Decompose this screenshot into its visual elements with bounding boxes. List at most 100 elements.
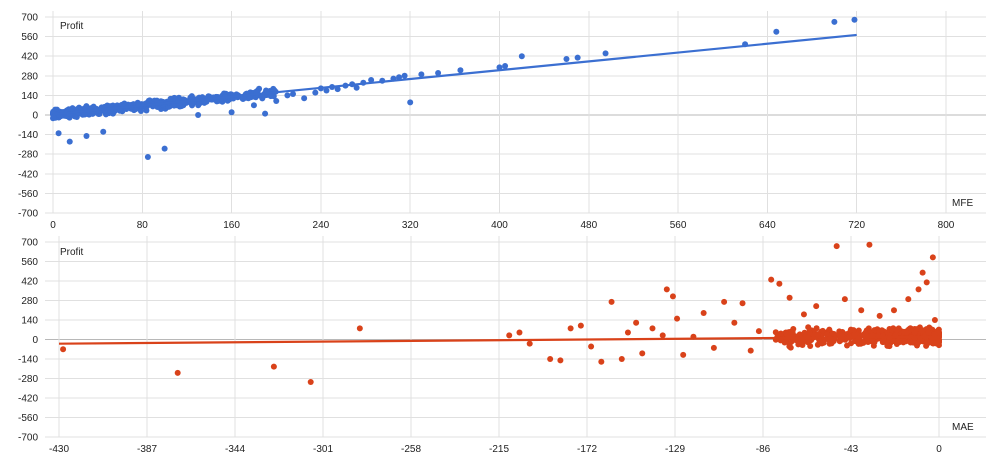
data-point xyxy=(639,350,646,357)
y-tick-label: -700 xyxy=(18,433,38,444)
mae-ylabel: Profit xyxy=(60,247,84,258)
data-point xyxy=(831,331,838,338)
data-point xyxy=(228,109,235,116)
data-point xyxy=(66,138,73,145)
data-point xyxy=(245,95,252,102)
data-point xyxy=(83,133,90,139)
mae-xlabel: MAE xyxy=(952,422,974,433)
x-tick-label: 640 xyxy=(759,220,776,231)
data-point xyxy=(721,298,728,305)
data-point xyxy=(773,28,780,35)
y-tick-label: 420 xyxy=(21,52,38,63)
y-tick-label: 560 xyxy=(21,32,38,43)
mae-scatter-chart: 7005604202801400-140-280-420-560-700-430… xyxy=(18,236,986,455)
data-point xyxy=(50,114,57,121)
x-tick-label: 800 xyxy=(938,220,955,231)
data-point xyxy=(768,276,775,283)
data-point xyxy=(755,328,762,335)
data-point xyxy=(263,87,270,94)
data-point xyxy=(818,340,825,347)
x-tick-label: 400 xyxy=(491,220,508,231)
mfe-ylabel: Profit xyxy=(60,21,84,32)
data-point xyxy=(353,84,360,91)
data-point xyxy=(588,343,595,350)
data-point xyxy=(826,340,833,347)
data-point xyxy=(143,107,150,114)
data-point xyxy=(502,63,509,69)
y-tick-label: -420 xyxy=(18,169,38,180)
data-point xyxy=(913,326,920,333)
x-tick-label: -215 xyxy=(489,444,509,455)
x-tick-label: 0 xyxy=(50,220,56,231)
data-point xyxy=(916,336,923,343)
data-point xyxy=(137,108,144,115)
data-point xyxy=(258,94,265,101)
x-tick-label: 560 xyxy=(670,220,687,231)
data-point xyxy=(905,296,912,303)
data-point xyxy=(680,351,687,358)
data-point xyxy=(457,67,464,74)
data-point xyxy=(855,337,862,344)
data-point xyxy=(496,64,503,71)
data-point xyxy=(171,102,178,109)
y-tick-label: -280 xyxy=(18,150,38,161)
x-tick-label: -258 xyxy=(401,444,421,455)
data-point xyxy=(312,89,319,96)
mfe-xlabel: MFE xyxy=(952,198,973,209)
y-tick-label: -560 xyxy=(18,189,38,200)
data-point xyxy=(844,342,851,349)
data-point xyxy=(563,56,570,62)
data-point xyxy=(547,356,554,362)
y-tick-label: 0 xyxy=(32,335,38,346)
y-tick-label: 700 xyxy=(21,238,38,249)
y-tick-label: 140 xyxy=(21,91,38,102)
data-point xyxy=(823,331,830,338)
data-point xyxy=(923,279,930,286)
data-point xyxy=(739,300,746,307)
y-tick-label: 280 xyxy=(21,71,38,82)
y-tick-label: -420 xyxy=(18,394,38,405)
data-point xyxy=(858,307,865,314)
data-point xyxy=(262,110,269,117)
x-tick-label: -301 xyxy=(313,444,333,455)
data-point xyxy=(284,92,291,99)
data-point xyxy=(368,77,375,83)
data-point xyxy=(884,342,891,349)
data-point xyxy=(710,344,717,351)
data-point xyxy=(807,343,814,350)
data-point xyxy=(787,344,794,351)
data-point xyxy=(323,87,330,94)
x-tick-label: 160 xyxy=(223,220,240,231)
data-point xyxy=(674,315,681,322)
data-point xyxy=(831,18,838,25)
data-point xyxy=(289,91,296,97)
data-point xyxy=(876,312,883,319)
x-tick-label: 480 xyxy=(580,220,597,231)
data-point xyxy=(516,329,523,336)
trendline xyxy=(52,33,857,116)
data-point xyxy=(800,311,807,318)
data-point xyxy=(860,339,867,346)
x-tick-label: -387 xyxy=(137,444,157,455)
data-point xyxy=(805,337,812,344)
data-point xyxy=(700,310,707,317)
x-tick-label: -430 xyxy=(49,444,69,455)
data-point xyxy=(901,338,908,345)
data-point xyxy=(144,154,151,160)
y-tick-label: 560 xyxy=(21,257,38,268)
x-tick-label: 80 xyxy=(137,220,149,231)
data-point xyxy=(789,328,796,335)
data-point xyxy=(813,303,820,310)
x-tick-label: -172 xyxy=(577,444,597,455)
data-point xyxy=(250,102,257,109)
data-point xyxy=(649,325,656,332)
data-point xyxy=(851,16,858,23)
data-point xyxy=(356,325,363,332)
x-tick-label: 320 xyxy=(402,220,419,231)
data-point xyxy=(176,102,183,109)
data-point xyxy=(915,286,922,293)
y-tick-label: -560 xyxy=(18,413,38,424)
data-point xyxy=(574,54,581,61)
data-point xyxy=(100,128,107,135)
